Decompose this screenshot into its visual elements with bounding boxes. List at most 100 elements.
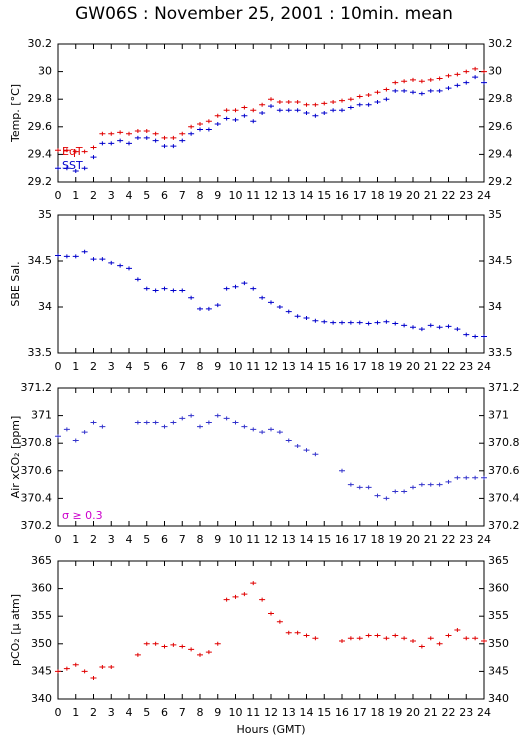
data-point — [401, 79, 408, 84]
x-tick-label: 0 — [55, 706, 62, 719]
x-tick-label: 16 — [335, 360, 349, 373]
x-axis-label: Hours (GMT) — [236, 723, 305, 736]
x-tick-label: 13 — [282, 706, 296, 719]
x-tick-label: 1 — [72, 360, 79, 373]
y-tick-label: 371.2 — [21, 381, 53, 394]
data-point — [445, 73, 452, 78]
data-point — [445, 633, 452, 638]
x-tick-label: 4 — [126, 533, 133, 546]
data-point — [276, 619, 283, 624]
x-tick-label: 15 — [317, 189, 331, 202]
y-tick-label-right: 30 — [488, 65, 502, 78]
data-point — [214, 303, 221, 308]
data-point — [214, 413, 221, 418]
data-point — [276, 305, 283, 309]
x-tick-label: 9 — [214, 533, 221, 546]
x-tick-label: 4 — [126, 706, 133, 719]
data-point — [303, 102, 310, 107]
data-point — [454, 327, 461, 332]
data-point — [223, 286, 230, 291]
x-tick-label: 20 — [406, 189, 420, 202]
data-point — [330, 320, 337, 325]
x-tick-label: 5 — [143, 706, 150, 719]
x-tick-label: 16 — [335, 533, 349, 546]
data-point — [427, 636, 434, 641]
data-point — [250, 119, 257, 124]
data-point — [330, 108, 337, 113]
data-point — [179, 644, 186, 649]
data-point — [55, 166, 61, 171]
data-point — [170, 144, 177, 149]
data-point — [161, 644, 168, 649]
data-point — [392, 633, 399, 638]
x-tick-label: 6 — [161, 706, 168, 719]
data-point — [134, 277, 141, 282]
x-tick-label: 5 — [143, 533, 150, 546]
data-point — [152, 138, 159, 143]
y-tick-label: 340 — [31, 692, 52, 705]
x-tick-label: 0 — [55, 189, 62, 202]
y-tick-label: 365 — [31, 554, 52, 567]
x-tick-label: 21 — [424, 706, 438, 719]
x-tick-label: 2 — [90, 533, 97, 546]
x-tick-label: 9 — [214, 360, 221, 373]
data-point — [268, 97, 274, 102]
x-tick-label: 13 — [282, 533, 296, 546]
data-point — [179, 131, 186, 136]
x-tick-label: 19 — [388, 360, 402, 373]
data-point — [152, 420, 159, 425]
x-tick-label: 11 — [246, 706, 260, 719]
x-tick-label: 3 — [108, 533, 115, 546]
data-point — [214, 641, 221, 646]
data-point — [312, 318, 319, 323]
y-tick-label: 370.2 — [21, 519, 53, 532]
legend-entry: SST — [62, 159, 83, 172]
x-tick-label: 12 — [264, 189, 278, 202]
data-point — [303, 633, 310, 638]
data-point — [410, 485, 416, 490]
data-point — [481, 334, 487, 339]
data-point — [90, 145, 97, 150]
data-point — [472, 75, 479, 80]
data-point — [463, 332, 470, 337]
x-tick-label: 18 — [371, 706, 385, 719]
data-point — [72, 149, 79, 154]
data-point — [436, 76, 443, 81]
x-tick-label: 11 — [246, 533, 260, 546]
data-point — [90, 155, 97, 160]
x-tick-label: 24 — [477, 533, 491, 546]
y-tick-label: 29.4 — [28, 147, 53, 160]
y-tick-label: 360 — [31, 582, 52, 595]
data-point — [312, 636, 319, 641]
data-point — [241, 113, 248, 118]
data-point — [321, 101, 328, 106]
data-point — [188, 647, 195, 652]
x-tick-label: 10 — [229, 360, 243, 373]
data-point — [339, 639, 345, 644]
data-point — [454, 475, 461, 480]
data-point — [347, 636, 354, 641]
data-point — [72, 438, 79, 443]
data-point — [330, 99, 337, 104]
data-point — [241, 424, 248, 429]
x-tick-label: 14 — [300, 533, 314, 546]
data-point — [134, 420, 141, 425]
data-point — [445, 86, 452, 91]
x-tick-label: 19 — [388, 189, 402, 202]
data-point — [197, 306, 203, 311]
data-point — [223, 108, 230, 113]
data-point — [117, 263, 124, 268]
x-tick-label: 24 — [477, 360, 491, 373]
y-tick-label: 370.6 — [21, 464, 53, 477]
data-point — [99, 131, 106, 136]
y-tick-label-right: 350 — [488, 637, 509, 650]
data-point — [152, 288, 159, 293]
data-point — [365, 633, 372, 638]
data-point — [143, 286, 150, 291]
data-point — [250, 286, 257, 291]
data-point — [463, 636, 470, 641]
x-tick-label: 11 — [246, 189, 260, 202]
data-point — [63, 254, 70, 259]
x-tick-label: 17 — [353, 533, 367, 546]
data-point — [197, 652, 203, 657]
